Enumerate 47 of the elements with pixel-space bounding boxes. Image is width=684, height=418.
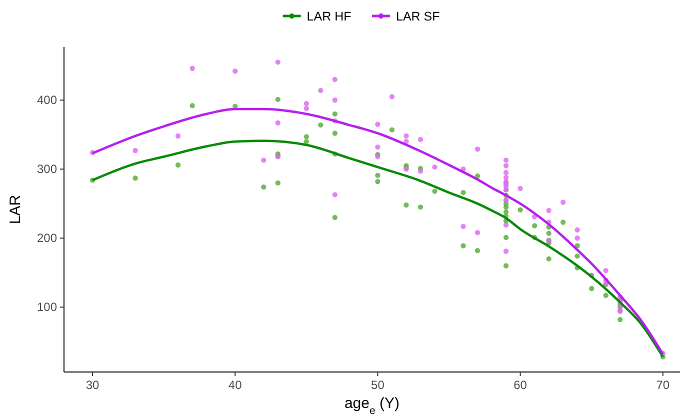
x-tick-label: 60 [514,378,528,392]
point [190,66,195,71]
y-tick-label: 100 [36,300,58,314]
point [503,170,509,176]
point [389,94,395,100]
point [261,158,266,163]
point [503,158,509,163]
point [503,163,509,168]
x-axis-title: age$_{e}$ (Y) [344,395,400,417]
point [560,200,566,205]
x-tick-label: 30 [86,378,100,392]
point [518,186,523,192]
point [275,120,280,126]
point [232,68,238,74]
y-axis-title: LAR [7,194,24,224]
point [574,236,580,241]
point [503,222,509,228]
x-tick-label: 70 [656,378,670,392]
point [175,133,181,139]
point [460,224,466,230]
point [474,146,480,152]
point [304,100,310,106]
point [418,136,424,142]
x-tick-label: 50 [371,378,385,392]
point [603,268,608,274]
x-tick-label: 40 [228,378,242,392]
point [375,122,380,127]
point [404,133,409,139]
point [318,88,324,94]
legend-label: LAR HF [306,10,352,24]
point [304,106,310,112]
point [332,76,338,82]
point [574,227,580,232]
y-tick-label: 400 [36,93,58,108]
point [275,60,280,65]
point [418,168,424,174]
y-tick-label: 300 [36,162,58,176]
point [132,148,138,154]
point [546,208,552,214]
point [474,230,480,236]
point [375,144,380,150]
point [332,98,338,103]
y-tick-label: 200 [36,231,58,246]
point [432,164,438,170]
legend-label: LAR SF [396,10,440,24]
point [503,248,509,254]
point [332,192,338,198]
